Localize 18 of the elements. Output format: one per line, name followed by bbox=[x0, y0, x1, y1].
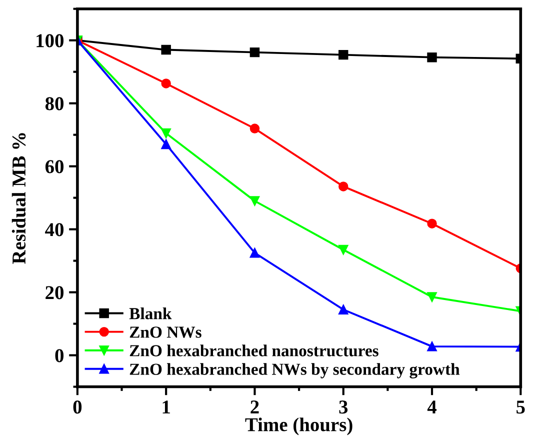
x-tick-label: 5 bbox=[516, 400, 525, 414]
x-tick-label: 3 bbox=[339, 400, 348, 414]
y-tick-label: 100 bbox=[36, 34, 64, 48]
y-tick-label: 80 bbox=[45, 97, 64, 110]
y-tick-label: 0 bbox=[55, 349, 64, 362]
y-tick-label: 60 bbox=[45, 160, 64, 174]
x-tick-label: 0 bbox=[73, 400, 82, 414]
x-tick-label: 2 bbox=[250, 400, 259, 414]
legend-label: ZnO hexabranched NWs by secondary growth bbox=[130, 363, 460, 378]
legend-label: Blank bbox=[129, 308, 172, 320]
legend-label: ZnO NWs bbox=[130, 326, 202, 338]
legend-label: ZnO hexabranched nanostructures bbox=[130, 344, 378, 356]
x-tick-label: 4 bbox=[427, 400, 437, 414]
y-tick-label: 40 bbox=[45, 223, 64, 236]
y-axis-title: Residual MB % bbox=[12, 133, 26, 264]
x-axis-title: Time (hours) bbox=[245, 418, 352, 436]
y-tick-label: 20 bbox=[46, 286, 64, 300]
x-tick-label: 1 bbox=[162, 400, 170, 414]
